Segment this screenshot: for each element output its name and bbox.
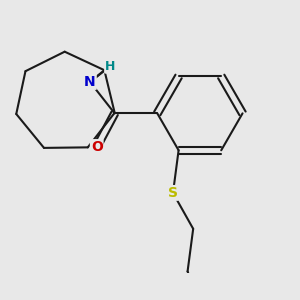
Text: O: O [91, 140, 103, 154]
Text: S: S [168, 186, 178, 200]
Text: N: N [84, 75, 96, 89]
Text: H: H [105, 60, 116, 73]
